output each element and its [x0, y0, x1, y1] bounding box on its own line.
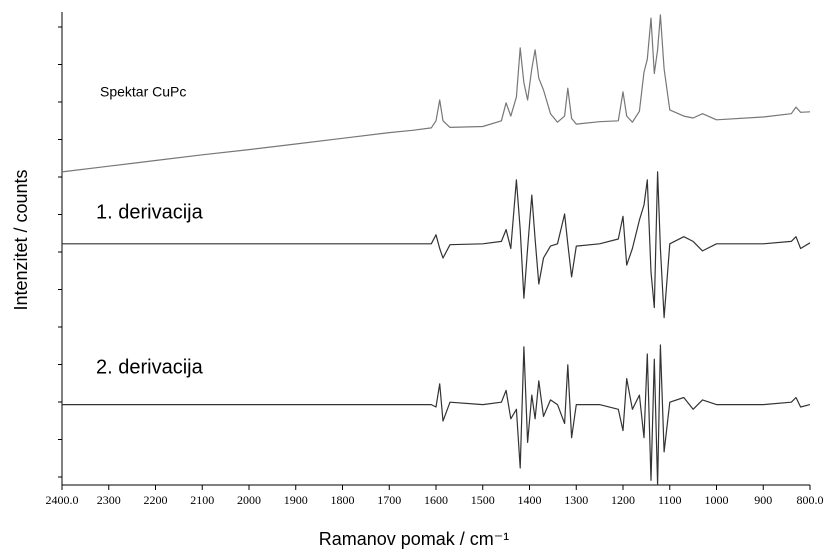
x-tick-label: 2000: [237, 493, 261, 507]
x-tick-label: 2300: [97, 493, 121, 507]
x-tick-label: 1600: [424, 493, 448, 507]
x-tick-label: 1300: [564, 493, 588, 507]
spectrum-line: [61, 14, 811, 173]
spectrum-line: [62, 171, 811, 319]
x-tick-label: 1200: [611, 493, 635, 507]
x-tick-label: 800.0: [797, 493, 824, 507]
x-tick-label: 2200: [144, 493, 168, 507]
x-tick-label: 1400: [518, 493, 542, 507]
x-tick-label: 1000: [705, 493, 729, 507]
x-tick-label: 1100: [658, 493, 682, 507]
x-tick-label: 900: [754, 493, 772, 507]
x-tick-label: 2400.0: [46, 493, 79, 507]
x-tick-label: 1800: [331, 493, 355, 507]
x-axis-label: Ramanov pomak / cm⁻¹: [319, 529, 510, 549]
x-tick-label: 2100: [190, 493, 214, 507]
x-tick-label: 1900: [284, 493, 308, 507]
series-label: Spektar CuPc: [100, 84, 186, 100]
x-tick-label: 1500: [471, 493, 495, 507]
series-label: 1. derivacija: [96, 201, 204, 223]
y-axis-label: Intenzitet / counts: [11, 169, 31, 310]
spectrum-line: [62, 344, 811, 486]
series-label: 2. derivacija: [96, 356, 204, 378]
x-tick-label: 1700: [377, 493, 401, 507]
